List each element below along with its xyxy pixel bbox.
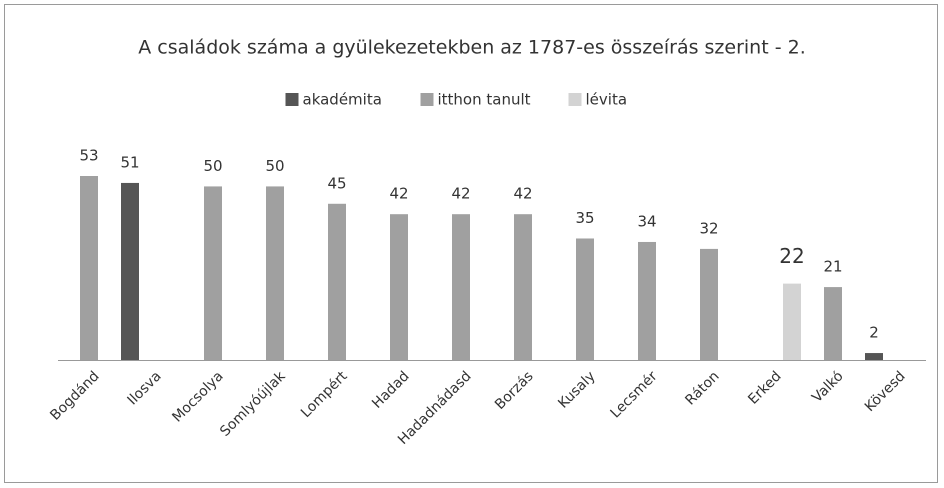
bar: [328, 203, 346, 360]
bar: [638, 241, 656, 360]
data-label: 50: [265, 157, 284, 175]
data-label: 21: [823, 258, 842, 276]
legend-swatch: [420, 93, 434, 106]
bar: [576, 238, 594, 360]
data-label: 45: [327, 174, 346, 192]
data-label: 22: [779, 244, 804, 268]
bar: [700, 248, 718, 360]
bar: [266, 186, 284, 360]
legend-label: itthon tanult: [438, 91, 531, 109]
bar: [783, 283, 801, 360]
bar: [121, 182, 139, 360]
legend-swatch: [568, 93, 582, 106]
data-label: 35: [575, 209, 594, 227]
data-label: 53: [79, 147, 98, 165]
bar: [204, 186, 222, 360]
data-label: 34: [637, 212, 656, 230]
data-label: 51: [120, 153, 139, 171]
legend-label: lévita: [586, 91, 628, 109]
bar: [865, 353, 883, 360]
legend-label: akadémita: [303, 91, 382, 109]
chart-title: A családok száma a gyülekezetekben az 17…: [138, 37, 806, 59]
bar: [452, 214, 470, 360]
data-label: 2: [869, 324, 879, 342]
data-label: 32: [699, 219, 718, 237]
data-label: 50: [203, 157, 222, 175]
data-label: 42: [389, 185, 408, 203]
legend-swatch: [285, 93, 299, 106]
bar: [514, 214, 532, 360]
data-label: 42: [513, 185, 532, 203]
bar: [824, 287, 842, 360]
chart-border: [4, 4, 938, 483]
bar: [390, 214, 408, 360]
bar: [80, 176, 98, 360]
data-label: 42: [451, 185, 470, 203]
